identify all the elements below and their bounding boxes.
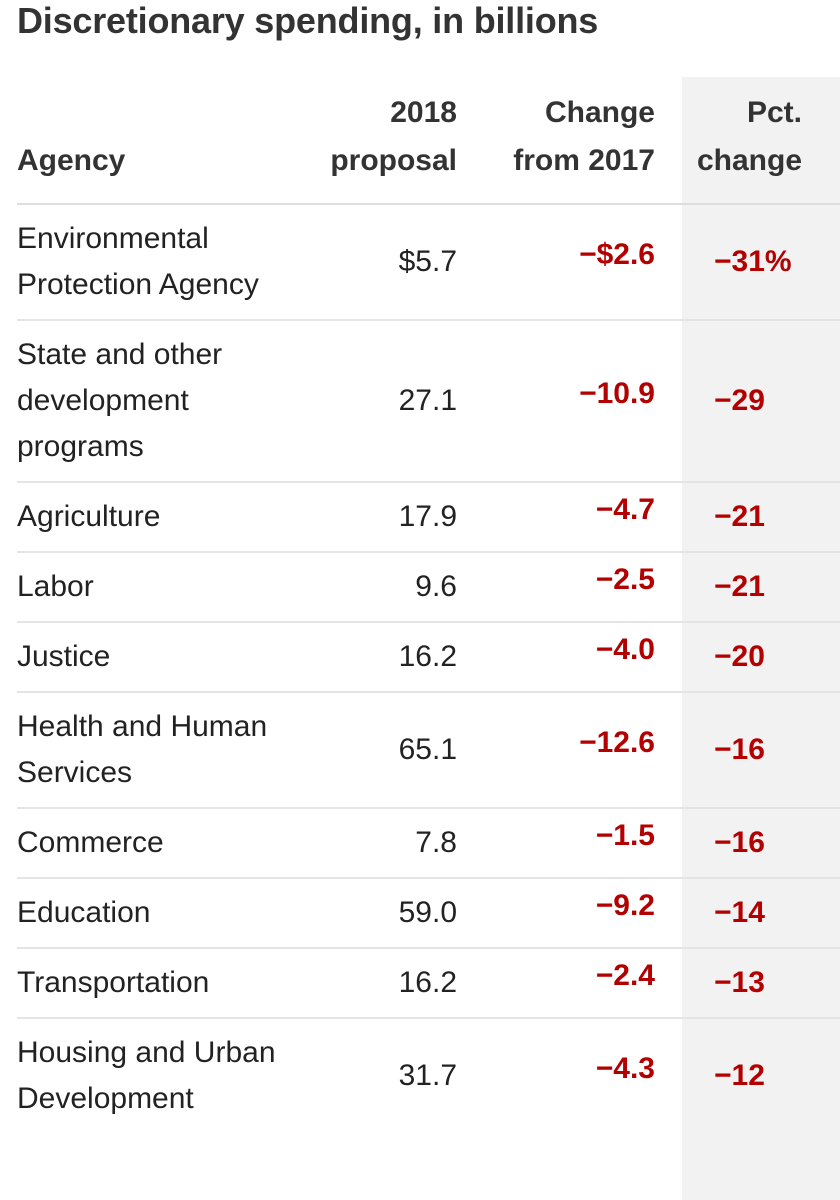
chart-title: Discretionary spending, in billions [17,0,599,41]
header-proposal-line1: 2018 [390,96,457,129]
pct-change-cell: −13 [682,948,840,1019]
proposal-cell: 59.0 [312,878,457,949]
agency-cell: Agriculture [17,482,312,553]
proposal-cell: 27.1 [312,320,457,483]
change-cell: −4.3 [595,1052,655,1085]
table-row: Housing and Urban Development 31.7 −4.3 −12 [17,1018,840,1133]
table-row: Education 59.0 −9.2 −14 [17,871,840,949]
header-pct-change: Pct. change [682,77,840,205]
change-cell: −10.9 [457,313,682,476]
change-cell: −2.4 [457,941,682,1012]
header-change-line2: from 2017 [513,144,655,177]
table-row: Environmental Protection Agency $5.7 −$2.6… [17,197,840,321]
agency-cell: Transportation [17,948,312,1019]
agency-cell: Housing and Urban Development [17,1036,276,1115]
table-row: Labor 9.6 −2.5 −21 [17,545,840,623]
pct-change-cell: −31% [682,204,840,321]
pct-change-cell: −20 [682,622,840,693]
table-row: State and other development programs 27.1… [17,313,840,483]
change-cell: −9.2 [457,871,682,942]
header-row: Agency 2018 proposal Change from 2017 Pc… [17,77,840,205]
table-row: Health and Human Services 65.1 −12.6 −16 [17,685,840,809]
header-proposal: 2018 proposal [312,77,457,205]
proposal-cell: 17.9 [312,482,457,553]
header-agency: Agency [17,77,312,205]
table-row: Commerce 7.8 −1.5 −16 [17,801,840,879]
change-cell: −4.0 [457,615,682,686]
proposal-cell: 31.7 [398,1059,457,1092]
header-pct-line1: Pct. [746,96,802,129]
pct-change-cell: −16 [682,692,840,809]
agency-cell: Labor [17,552,312,623]
proposal-cell: 16.2 [312,948,457,1019]
proposal-cell: 65.1 [312,692,457,809]
agency-cell: State and other development programs [17,320,312,483]
change-cell: −4.7 [457,475,682,546]
table-row: Justice 16.2 −4.0 −20 [17,615,840,693]
header-agency-label: Agency [17,144,126,177]
agency-cell: Justice [17,622,312,693]
change-cell: −12.6 [457,685,682,802]
spending-table: Agency 2018 proposal Change from 2017 Pc… [17,77,840,1133]
table-row: Transportation 16.2 −2.4 −13 [17,941,840,1019]
agency-cell: Commerce [17,808,312,879]
agency-cell: Environmental Protection Agency [17,204,312,321]
proposal-cell: 16.2 [312,622,457,693]
table-row: Agriculture 17.9 −4.7 −21 [17,475,840,553]
change-cell: −$2.6 [457,197,682,314]
proposal-cell: 7.8 [312,808,457,879]
proposal-cell: 9.6 [312,552,457,623]
header-change: Change from 2017 [457,77,682,205]
change-cell: −2.5 [457,545,682,616]
proposal-cell: $5.7 [312,204,457,321]
agency-cell: Health and Human Services [17,692,312,809]
change-cell: −1.5 [457,801,682,872]
pct-change-cell: −12 [714,1059,765,1092]
pct-change-cell: −21 [682,552,840,623]
header-proposal-line2: proposal [330,144,457,177]
pct-change-cell: −21 [682,482,840,553]
pct-change-cell: −14 [682,878,840,949]
table-body: Environmental Protection Agency $5.7 −$2.6… [17,197,840,1133]
header-change-line1: Change [544,96,655,129]
header-pct-line2: change [696,144,802,177]
agency-cell: Education [17,878,312,949]
pct-change-cell: −16 [682,808,840,879]
pct-change-cell: −29 [682,320,840,483]
